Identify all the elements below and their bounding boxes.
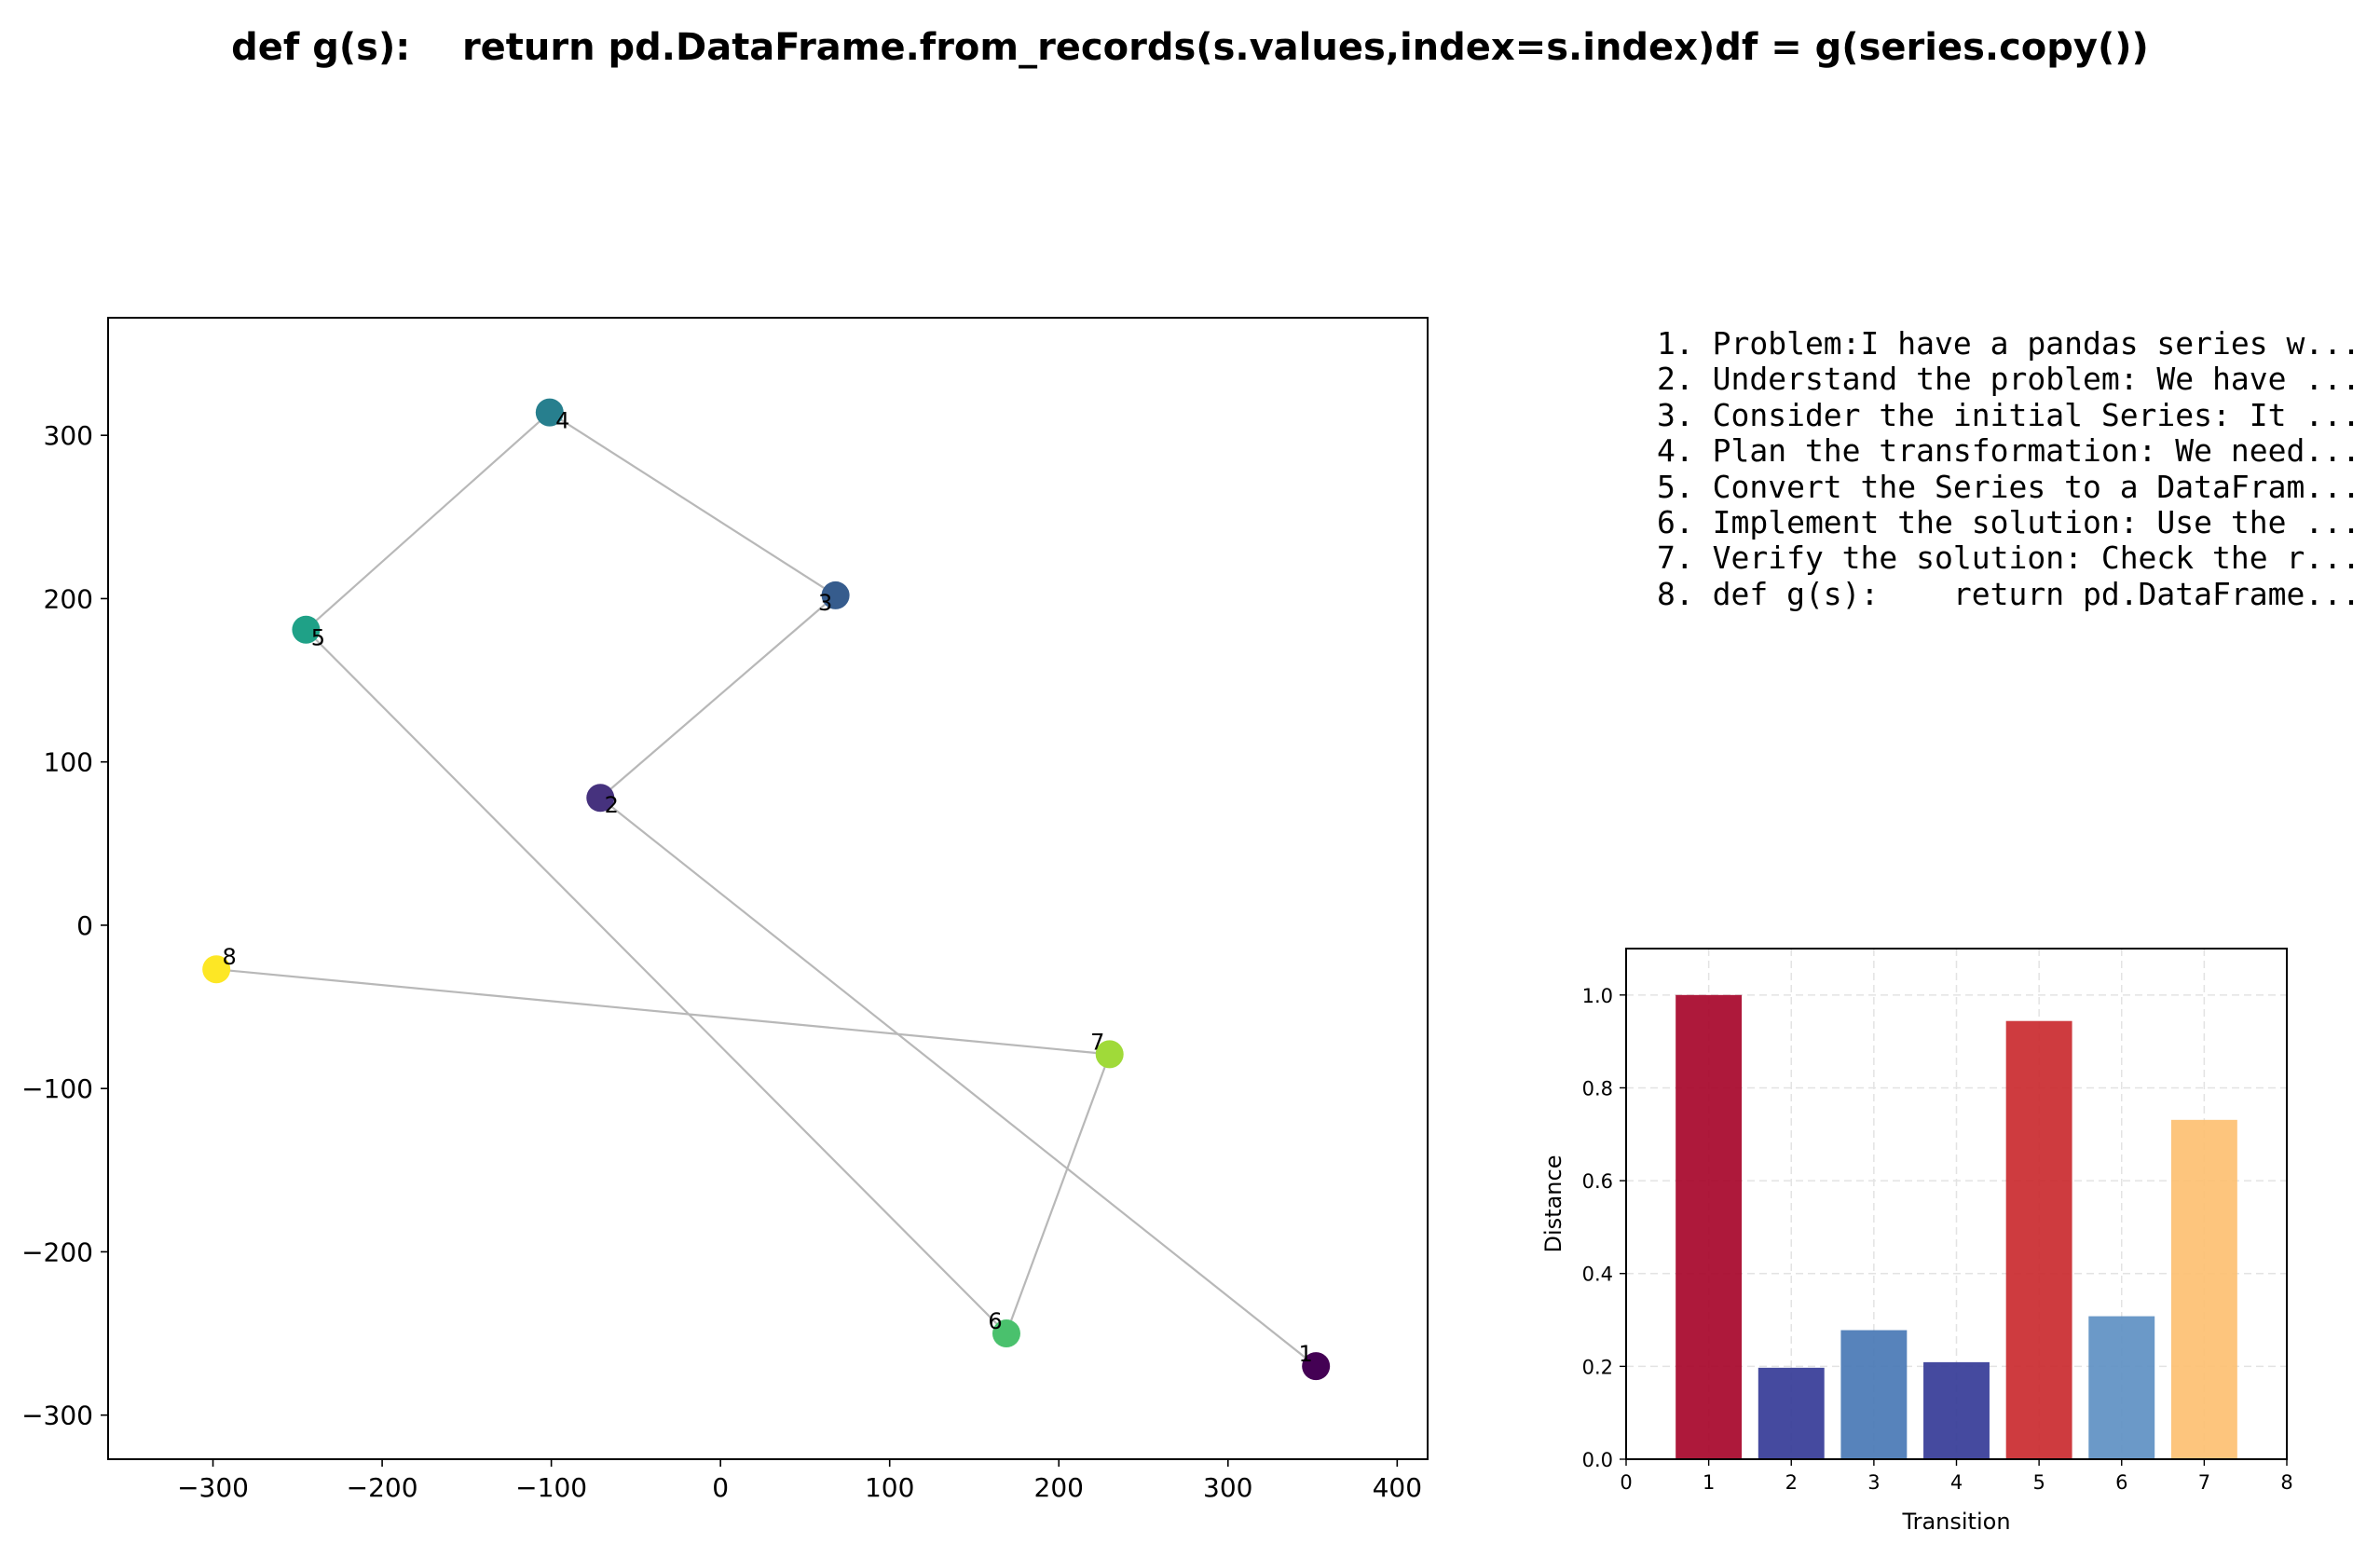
step-item: 3. Consider the initial Series: It ... — [1657, 396, 2360, 433]
bar-chart-bars — [1676, 994, 2237, 1459]
bar-y-tick-label: 0.0 — [1582, 1449, 1613, 1471]
step-item: 4. Plan the transformation: We need... — [1657, 432, 2360, 470]
figure-title: def g(s): return pd.DataFrame.from_recor… — [231, 26, 2149, 69]
bar-y-tick-label: 0.4 — [1582, 1264, 1613, 1286]
bar-y-axis-ticks: 0.0 0.2 0.4 0.6 0.8 1.0 — [1582, 985, 1626, 1471]
scatter-x-tick-label: 200 — [1034, 1472, 1084, 1503]
bar-y-tick-label: 1.0 — [1582, 985, 1613, 1007]
scatter-point — [586, 784, 615, 813]
scatter-point-label: 3 — [818, 590, 832, 616]
step-item: 7. Verify the solution: Check the r... — [1657, 540, 2360, 577]
scatter-y-tick-label: −100 — [21, 1073, 93, 1104]
bar-x-tick-label: 6 — [2115, 1471, 2127, 1494]
scatter-point — [821, 581, 850, 609]
scatter-y-tick-label: 200 — [44, 583, 93, 614]
scatter-y-tick-label: −300 — [21, 1401, 93, 1431]
bar-x-axis-ticks: 0 1 2 3 4 5 6 7 8 — [1620, 1459, 2293, 1494]
scatter-y-axis-ticks: −300 −200 −100 0 100 200 300 — [21, 420, 108, 1431]
scatter-connection-line — [305, 411, 551, 631]
bar-x-tick-label: 3 — [1867, 1471, 1880, 1494]
scatter-point — [1302, 1352, 1331, 1381]
bar-x-tick-label: 8 — [2280, 1471, 2292, 1494]
step-item: 6. Implement the solution: Use the ... — [1657, 504, 2360, 541]
bar — [1676, 994, 1743, 1459]
bar — [1758, 1367, 1825, 1459]
scatter-x-tick-label: 0 — [712, 1472, 729, 1503]
scatter-point-labels: 1 2 3 4 5 6 7 8 — [223, 408, 1313, 1367]
bar-x-tick-label: 2 — [1785, 1471, 1798, 1494]
scatter-point-label: 7 — [1090, 1029, 1104, 1055]
step-item: 2. Understand the problem: We have ... — [1657, 361, 2360, 398]
bar-x-axis-label: Transition — [1901, 1509, 2010, 1535]
scatter-points — [202, 398, 1331, 1381]
step-item: 8. def g(s): return pd.DataFrame... — [1657, 575, 2360, 612]
bar-y-tick-label: 0.8 — [1582, 1077, 1613, 1100]
scatter-x-axis-ticks: −300 −200 −100 0 100 200 300 400 — [177, 1459, 1422, 1503]
scatter-point — [992, 1319, 1020, 1348]
scatter-connection-line — [305, 628, 1007, 1334]
scatter-point-label: 5 — [311, 625, 325, 651]
scatter-connection-line — [549, 411, 837, 596]
bar — [1923, 1361, 1990, 1459]
scatter-point — [292, 615, 321, 644]
scatter-connection-line — [216, 968, 1110, 1056]
bar — [2170, 1119, 2237, 1459]
scatter-connection-line — [599, 594, 837, 799]
steps-list: 1. Problem:I have a pandas series w... 2.… — [1657, 326, 2374, 612]
scatter-x-tick-label: −200 — [347, 1472, 418, 1503]
scatter-x-tick-label: −100 — [515, 1472, 587, 1503]
bar-x-tick-label: 4 — [1950, 1471, 1963, 1494]
scatter-point-label: 8 — [223, 944, 237, 970]
scatter-point-label: 1 — [1299, 1341, 1313, 1367]
bar — [2005, 1020, 2072, 1459]
scatter-y-tick-label: 300 — [44, 420, 93, 451]
bar — [1840, 1330, 1908, 1459]
bar-y-axis-label: Distance — [1540, 1155, 1566, 1253]
bar-y-tick-label: 0.2 — [1582, 1356, 1613, 1378]
scatter-connection-lines — [216, 411, 1317, 1367]
scatter-point-label: 4 — [555, 408, 569, 434]
step-item: 1. Problem:I have a pandas series w... — [1657, 326, 2360, 362]
scatter-y-tick-label: 100 — [44, 747, 93, 778]
scatter-point — [202, 955, 231, 984]
step-item: 5. Convert the Series to a DataFram... — [1657, 468, 2360, 505]
scatter-connection-line — [599, 797, 1317, 1367]
bar — [2088, 1316, 2155, 1459]
scatter-y-tick-label: 0 — [76, 910, 93, 941]
bar-x-tick-label: 1 — [1703, 1471, 1715, 1494]
scatter-x-tick-label: 100 — [865, 1472, 914, 1503]
scatter-y-tick-label: −200 — [21, 1237, 93, 1267]
scatter-connection-line — [1005, 1053, 1111, 1334]
bar-x-tick-label: 0 — [1620, 1471, 1632, 1494]
bar-x-tick-label: 5 — [2032, 1471, 2045, 1494]
scatter-point — [1095, 1040, 1124, 1069]
bar-y-tick-label: 0.6 — [1582, 1170, 1613, 1193]
scatter-point-label: 2 — [605, 792, 619, 818]
scatter-point-label: 6 — [988, 1308, 1002, 1334]
scatter-x-tick-label: 400 — [1373, 1472, 1422, 1503]
scatter-x-tick-label: 300 — [1203, 1472, 1252, 1503]
scatter-point — [535, 398, 564, 427]
scatter-x-tick-label: −300 — [177, 1472, 249, 1503]
bar-x-tick-label: 7 — [2198, 1471, 2210, 1494]
scatter-plot-frame — [107, 317, 1429, 1460]
